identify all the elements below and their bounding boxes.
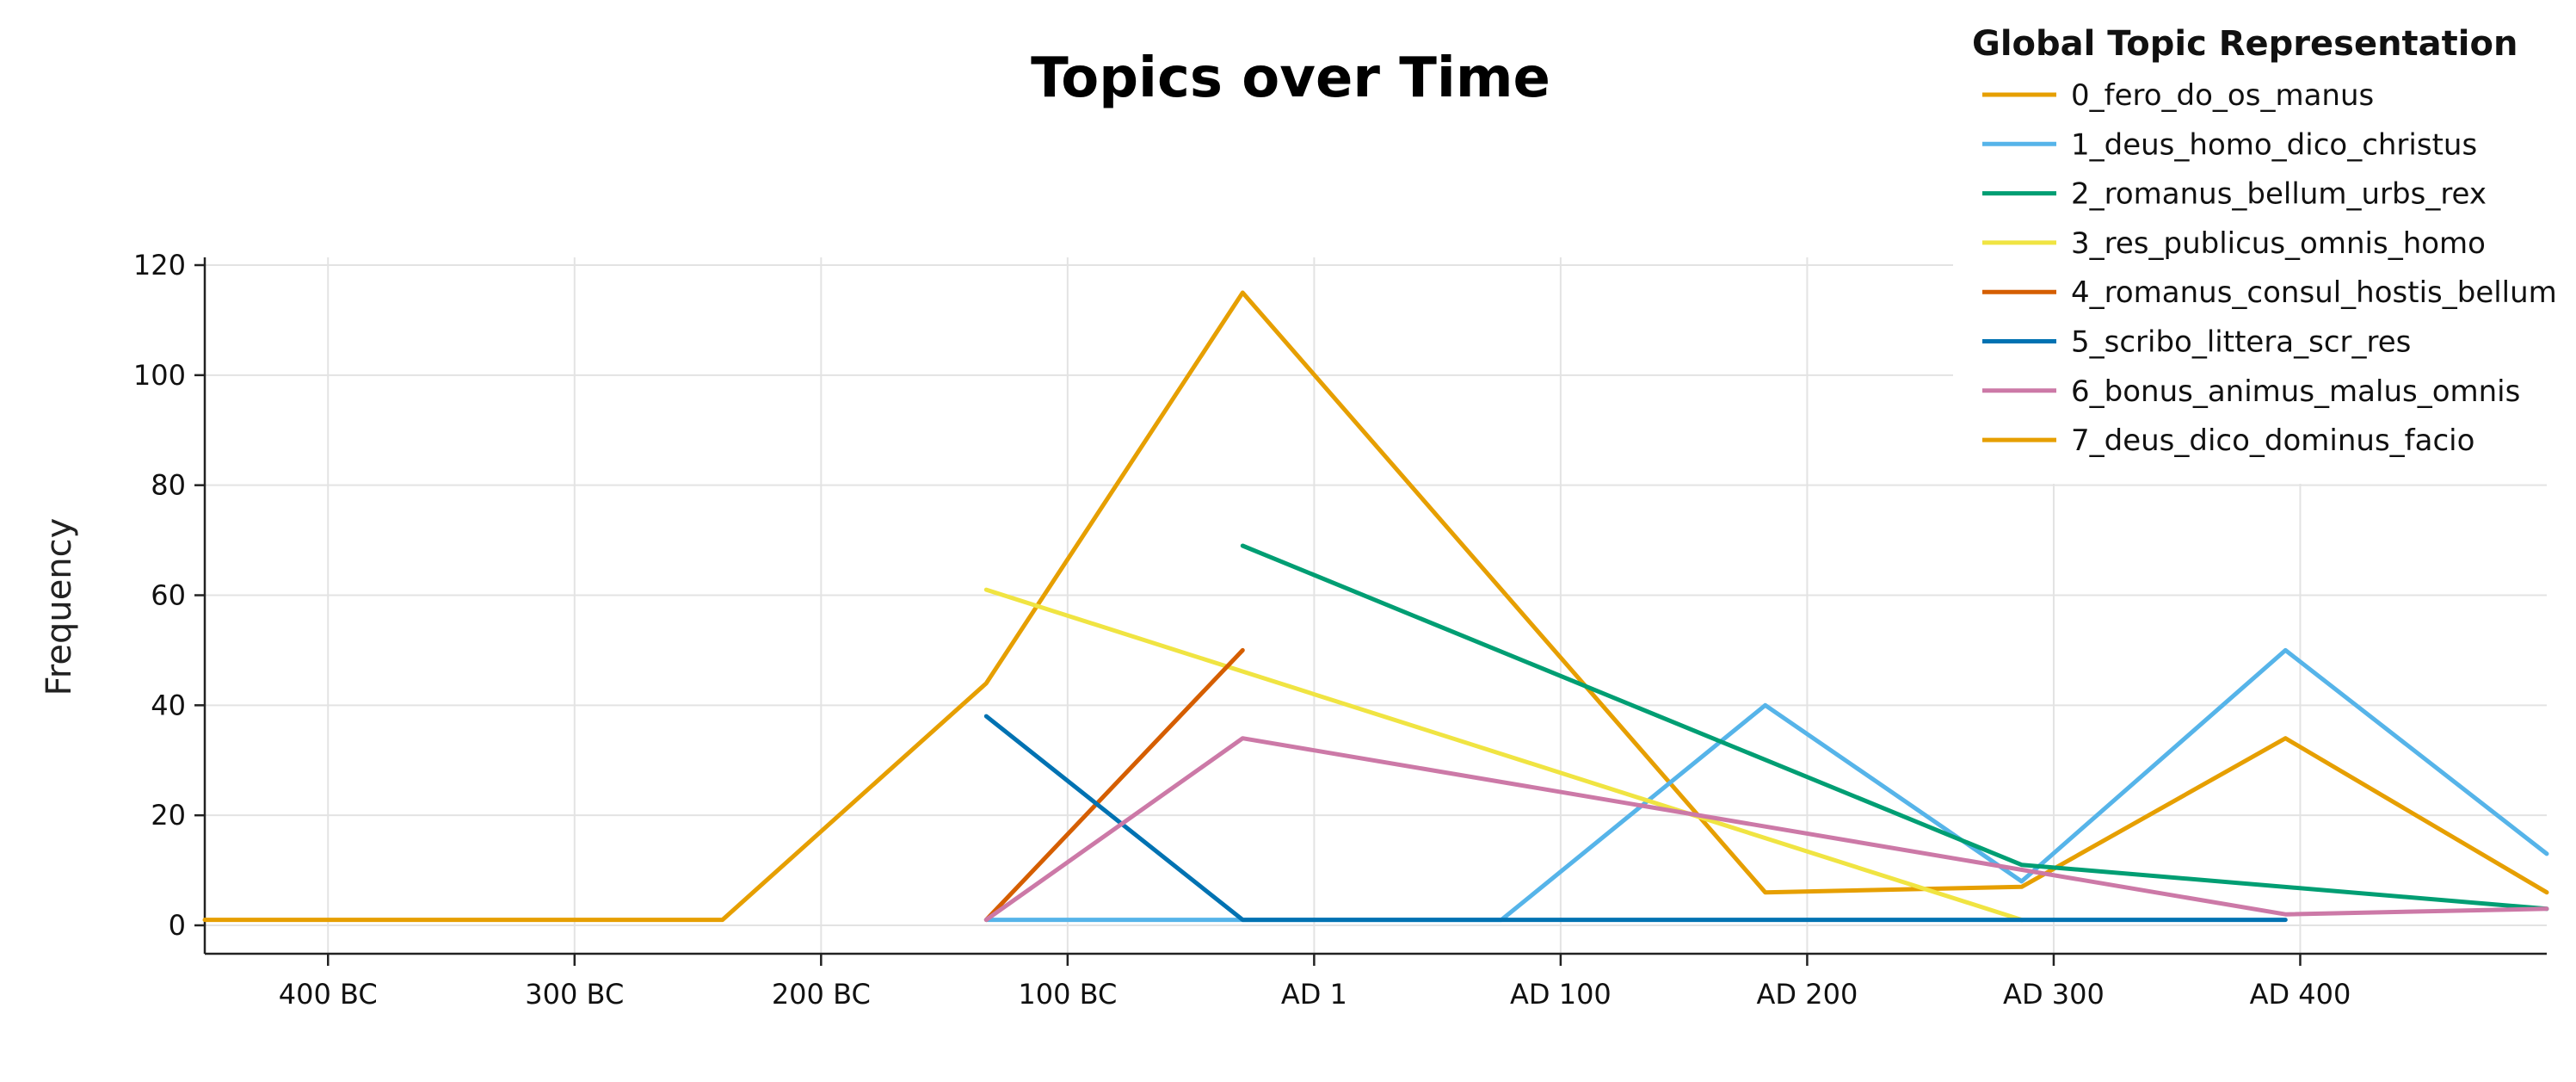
x-tick-label: AD 400	[2250, 978, 2351, 1011]
legend-background	[1953, 71, 2576, 484]
axes: 0 20 40 60 80 100 120 400 BC 300 BC 200 BC 100 BC A…	[133, 249, 2547, 1011]
legend-item[interactable]: 6_bonus_animus_malus_omnis	[1982, 374, 2520, 409]
series-line-2	[1240, 543, 2549, 912]
y-axis-label: Frequency	[40, 518, 79, 696]
legend-item[interactable]: 5_scribo_littera_scr_res	[1982, 325, 2411, 360]
series-line-0	[202, 290, 2549, 923]
series-line-6	[983, 736, 2549, 923]
legend-label: 7_deus_dico_dominus_facio	[2071, 424, 2474, 458]
series-line-1	[983, 647, 2549, 923]
x-tick-label: 400 BC	[279, 978, 378, 1011]
y-tick-label: 40	[151, 689, 186, 721]
legend-title: Global Topic Representation	[1972, 24, 2517, 64]
legend-label: 5_scribo_littera_scr_res	[2071, 325, 2411, 360]
chart-title: Topics over Time	[1031, 46, 1550, 110]
x-tick-label: AD 300	[2003, 978, 2105, 1011]
legend-label: 0_fero_do_os_manus	[2071, 78, 2374, 113]
y-tick-label: 80	[151, 469, 186, 502]
x-tick-label: AD 100	[1510, 978, 1612, 1011]
legend-label: 6_bonus_animus_malus_omnis	[2071, 374, 2520, 409]
x-tick-label: 300 BC	[525, 978, 624, 1011]
y-tick-label: 0	[169, 909, 186, 942]
legend-item[interactable]: 2_romanus_bellum_urbs_rex	[1982, 177, 2487, 212]
legend-label: 2_romanus_bellum_urbs_rex	[2071, 177, 2487, 212]
x-tick-label: 100 BC	[1018, 978, 1117, 1011]
y-tick-label: 100	[133, 359, 186, 392]
legend-item[interactable]: 1_deus_homo_dico_christus	[1982, 127, 2477, 162]
x-tick-label: 200 BC	[772, 978, 871, 1011]
x-tick-label: AD 200	[1757, 978, 1858, 1011]
series-line-5	[983, 714, 2288, 923]
legend-item[interactable]: 4_romanus_consul_hostis_bellum	[1982, 275, 2557, 310]
legend-label: 1_deus_homo_dico_christus	[2071, 127, 2477, 162]
legend-item[interactable]: 7_deus_dico_dominus_facio	[1982, 424, 2474, 458]
y-tick-label: 120	[133, 249, 186, 281]
legend-label: 3_res_publicus_omnis_homo	[2071, 226, 2486, 261]
x-tick-label: AD 1	[1281, 978, 1347, 1011]
series-line-3	[983, 587, 2024, 923]
legend-label: 4_romanus_consul_hostis_bellum	[2071, 275, 2557, 310]
legend-item[interactable]: 3_res_publicus_omnis_homo	[1982, 226, 2486, 261]
series-lines	[202, 290, 2549, 923]
series-line-4	[983, 647, 1245, 923]
legend[interactable]: Global Topic Representation 0_fero_do_os…	[1953, 24, 2576, 484]
legend-item[interactable]: 0_fero_do_os_manus	[1982, 78, 2374, 113]
y-tick-label: 60	[151, 579, 186, 612]
y-tick-label: 20	[151, 799, 186, 832]
